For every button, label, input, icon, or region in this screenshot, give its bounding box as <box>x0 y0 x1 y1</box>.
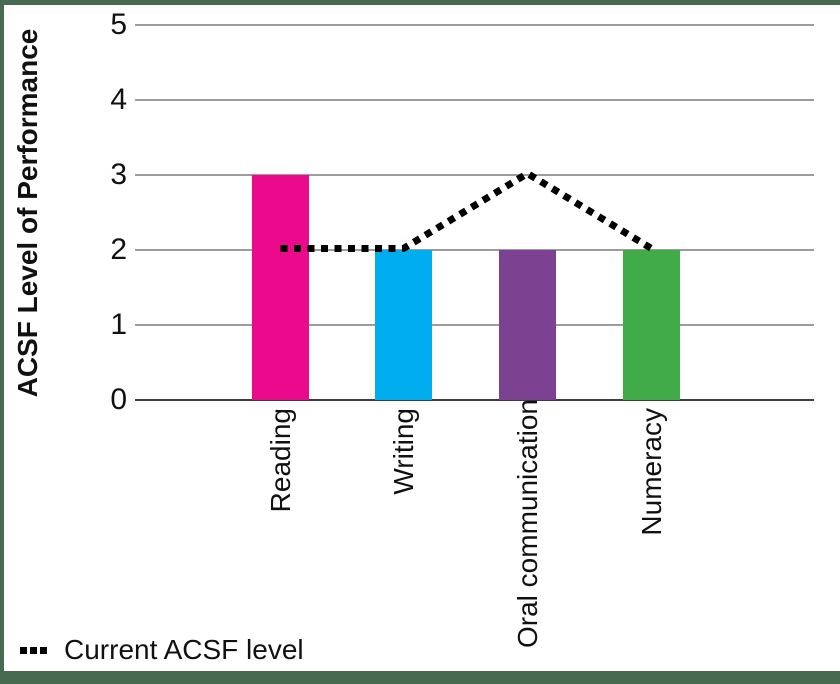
gridline-level-3 <box>135 174 814 176</box>
writing-bar <box>375 250 432 400</box>
gridline-level-5 <box>135 24 814 26</box>
gridline-level-1 <box>135 324 814 326</box>
legend-dot <box>40 646 47 654</box>
numeracy-bar <box>623 250 680 400</box>
y-tick-label-5: 5 <box>110 8 127 41</box>
legend-label: Current ACSF level <box>64 634 304 665</box>
gridline-level-2 <box>135 249 814 251</box>
y-tick-label-3: 3 <box>110 158 127 191</box>
legend-dot <box>20 646 27 654</box>
y-tick-label-4: 4 <box>110 83 127 116</box>
reading-bar <box>252 175 309 400</box>
y-tick-label-2: 2 <box>110 233 127 266</box>
legend-dot <box>30 646 37 654</box>
dotted-line-legend-marker <box>20 646 47 654</box>
legend: Current ACSF level <box>20 633 304 667</box>
y-tick-label-1: 1 <box>110 308 127 341</box>
oral-communication-bar <box>499 250 556 400</box>
y-tick-label-0: 0 <box>110 383 127 416</box>
gridline-level-4 <box>135 99 814 101</box>
x-axis-line <box>135 399 814 401</box>
